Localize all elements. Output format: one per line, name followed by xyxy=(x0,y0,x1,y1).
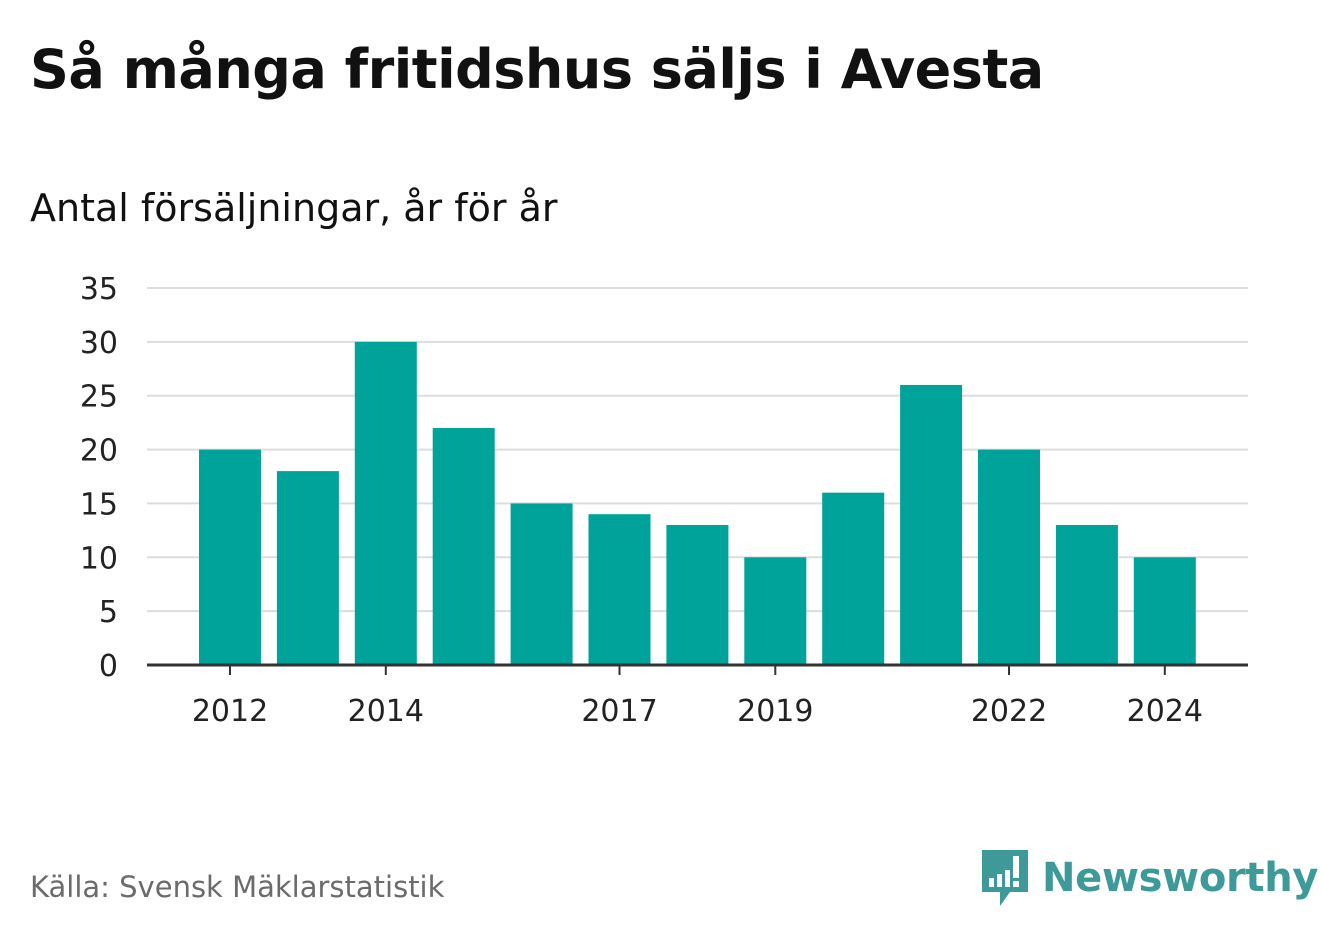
bar-2013 xyxy=(276,471,339,665)
bar-2015 xyxy=(432,428,495,665)
bar-2020 xyxy=(822,492,885,665)
y-tick-label: 5 xyxy=(99,595,118,630)
y-tick-label: 30 xyxy=(80,326,118,361)
source-note: Källa: Svensk Mäklarstatistik xyxy=(30,870,445,904)
bar-2017 xyxy=(588,514,651,665)
bar-2022 xyxy=(978,449,1040,665)
bar-2016 xyxy=(510,503,573,665)
y-tick-label: 35 xyxy=(80,272,118,307)
x-tick-label: 2014 xyxy=(348,694,424,729)
x-tick-label: 2024 xyxy=(1127,694,1203,729)
bar-2021 xyxy=(900,384,963,665)
y-tick-label: 20 xyxy=(80,434,118,469)
brand-logo: Newsworthy xyxy=(980,848,1319,908)
bar-2012 xyxy=(199,449,261,665)
chart-subtitle: Antal försäljningar, år för år xyxy=(30,186,558,230)
chart-title: Så många fritidshus säljs i Avesta xyxy=(30,38,1044,101)
bar-2018 xyxy=(666,524,729,665)
bar-2023 xyxy=(1055,524,1118,665)
axes: 0 5 10 15 20 25 30 35 2012 2014 2017 2019 2022 2024 xyxy=(80,272,1248,729)
y-tick-label: 25 xyxy=(80,380,118,415)
y-tick-label: 15 xyxy=(80,487,118,522)
bar-2024 xyxy=(1133,557,1196,665)
bars xyxy=(199,341,1196,665)
x-tick-label: 2017 xyxy=(581,694,657,729)
y-tick-label: 10 xyxy=(80,541,118,576)
x-tick-label: 2019 xyxy=(737,694,813,729)
newsworthy-logo-icon xyxy=(982,850,1028,906)
x-tick-label: 2012 xyxy=(192,694,268,729)
bar-2019 xyxy=(744,557,807,665)
y-tick-label: 0 xyxy=(99,649,118,684)
bar-2014 xyxy=(354,341,417,665)
brand-name: Newsworthy xyxy=(1042,855,1319,901)
bar-chart: 0 5 10 15 20 25 30 35 2012 2014 2017 2019 2022 2024 xyxy=(80,272,1248,729)
x-tick-label: 2022 xyxy=(971,694,1047,729)
